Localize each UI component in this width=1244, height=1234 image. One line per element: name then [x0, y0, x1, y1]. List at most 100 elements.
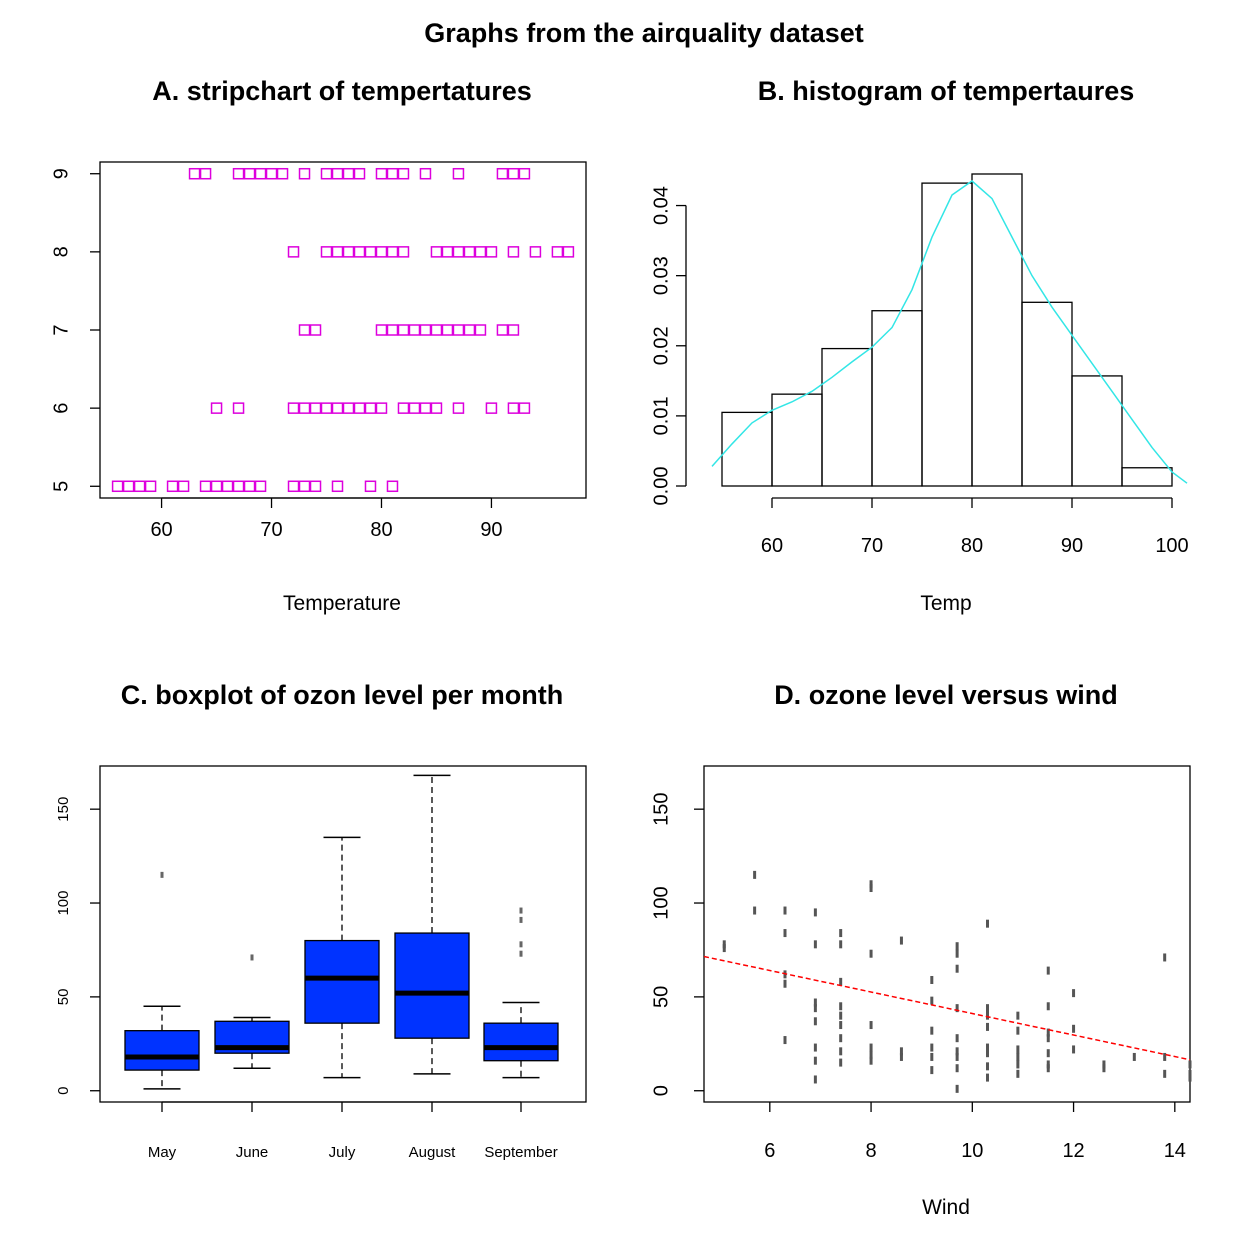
strip-point	[452, 324, 465, 336]
panel-c-plot: May June July August September 0 50 100 150	[55, 765, 587, 1161]
scatter-point	[986, 1004, 989, 1013]
histogram-bar	[721, 411, 773, 487]
strip-point	[452, 402, 465, 414]
scatter-point	[1046, 1060, 1050, 1069]
strip-point	[430, 402, 443, 414]
panel-c: C. boxplot of ozon level per month May Ju…	[55, 680, 587, 1161]
strip-point	[309, 480, 322, 493]
panel-a: A. stripchart of tempertatures Temperatu…	[50, 76, 587, 615]
histogram-bar	[971, 173, 1023, 487]
panel-d-x-tick-label: 12	[1062, 1140, 1084, 1162]
strip-point	[452, 246, 465, 258]
panel-c-x-tick-label: June	[236, 1144, 269, 1161]
strip-point	[353, 167, 366, 180]
scatter-point	[839, 1047, 843, 1056]
scatter-point	[783, 929, 787, 938]
scatter-point	[869, 1021, 873, 1030]
panel-d-x-tick-label: 10	[961, 1140, 983, 1162]
strip-point	[485, 402, 498, 414]
strip-point	[353, 246, 366, 258]
histogram-bar	[1021, 301, 1073, 487]
strip-point	[507, 246, 520, 258]
strip-point	[342, 402, 355, 414]
strip-point	[309, 402, 322, 414]
strip-point	[331, 402, 344, 414]
strip-point	[375, 167, 388, 180]
scatter-point	[753, 870, 757, 879]
outlier-point	[519, 941, 523, 948]
strip-point	[441, 246, 454, 258]
strip-point	[397, 324, 410, 336]
scatter-point	[1163, 953, 1167, 962]
outlier-point	[519, 907, 523, 914]
scatter-point	[930, 1052, 934, 1061]
strip-point	[419, 402, 432, 414]
scatter-point	[1046, 1002, 1050, 1011]
histogram-bar	[1071, 375, 1123, 487]
scatter-point	[955, 1047, 959, 1056]
strip-point	[375, 402, 388, 414]
panel-c-y-tick-label: 100	[55, 891, 72, 916]
scatter-point	[1163, 1052, 1167, 1061]
panel-a-x-tick-label: 80	[370, 519, 392, 541]
scatter-point	[1188, 1060, 1192, 1069]
strip-point	[254, 167, 267, 180]
strip-point	[496, 324, 509, 336]
panel-b-plot: 60 70 80 90 100 0.00 0.01 0.02 0.03 0.04	[650, 173, 1189, 557]
histogram-bar	[921, 182, 973, 487]
strip-point	[166, 480, 179, 493]
scatter-point	[986, 1073, 989, 1082]
strip-point	[386, 167, 399, 180]
panel-b-x-tick-label: 100	[1155, 535, 1188, 557]
scatter-point	[722, 940, 726, 949]
histogram-bar	[821, 347, 873, 487]
panel-c-y-tick-label: 150	[55, 797, 72, 822]
strip-point	[243, 480, 256, 493]
scatter-point	[1132, 1052, 1136, 1061]
strip-point	[331, 246, 344, 258]
panel-a-plot: 60 70 80 90 5 6 7 8 9	[50, 161, 587, 541]
scatter-point	[955, 1004, 959, 1013]
strip-point	[232, 402, 245, 414]
strip-point	[232, 167, 245, 180]
strip-point	[562, 246, 575, 258]
strip-point	[529, 246, 542, 258]
scatter-point	[986, 1062, 989, 1071]
panel-b-y-tick-label: 0.03	[650, 256, 672, 295]
scatter-point	[930, 975, 934, 984]
strip-point	[265, 167, 278, 180]
strip-point	[474, 246, 487, 258]
panel-a-y-tick-label: 8	[50, 246, 72, 257]
panel-d-xlabel: Wind	[922, 1196, 970, 1219]
strip-point	[331, 480, 344, 493]
strip-point	[507, 167, 520, 180]
strip-point	[111, 480, 124, 493]
scatter-point	[899, 1052, 903, 1061]
strip-point	[287, 480, 300, 493]
scatter-point	[783, 979, 787, 988]
scatter-point	[1072, 1045, 1076, 1054]
scatter-point	[783, 906, 787, 915]
outlier-point	[519, 950, 523, 957]
scatter-point	[955, 1084, 959, 1093]
strip-point	[386, 246, 399, 258]
scatter-point	[986, 1043, 989, 1052]
scatter-point	[899, 936, 903, 945]
panel-a-x-tick-label: 90	[480, 519, 502, 541]
scatter-point	[1163, 1069, 1167, 1078]
scatter-point	[839, 1021, 843, 1030]
scatter-point	[783, 1036, 787, 1045]
scatter-point	[813, 1056, 817, 1065]
panel-b-title: B. histogram of tempertaures	[758, 76, 1135, 106]
strip-point	[518, 167, 531, 180]
scatter-point	[839, 1002, 843, 1011]
strip-point	[364, 480, 377, 493]
panel-b-y-tick-label: 0.02	[650, 326, 672, 365]
strip-point	[408, 402, 421, 414]
box-iqr	[483, 1022, 559, 1062]
panel-c-x-tick-label: September	[484, 1144, 557, 1161]
scatter-point	[986, 1011, 989, 1020]
strip-point	[144, 480, 157, 493]
panel-c-x-tick-label: July	[329, 1144, 356, 1161]
scatter-point	[955, 1064, 959, 1073]
